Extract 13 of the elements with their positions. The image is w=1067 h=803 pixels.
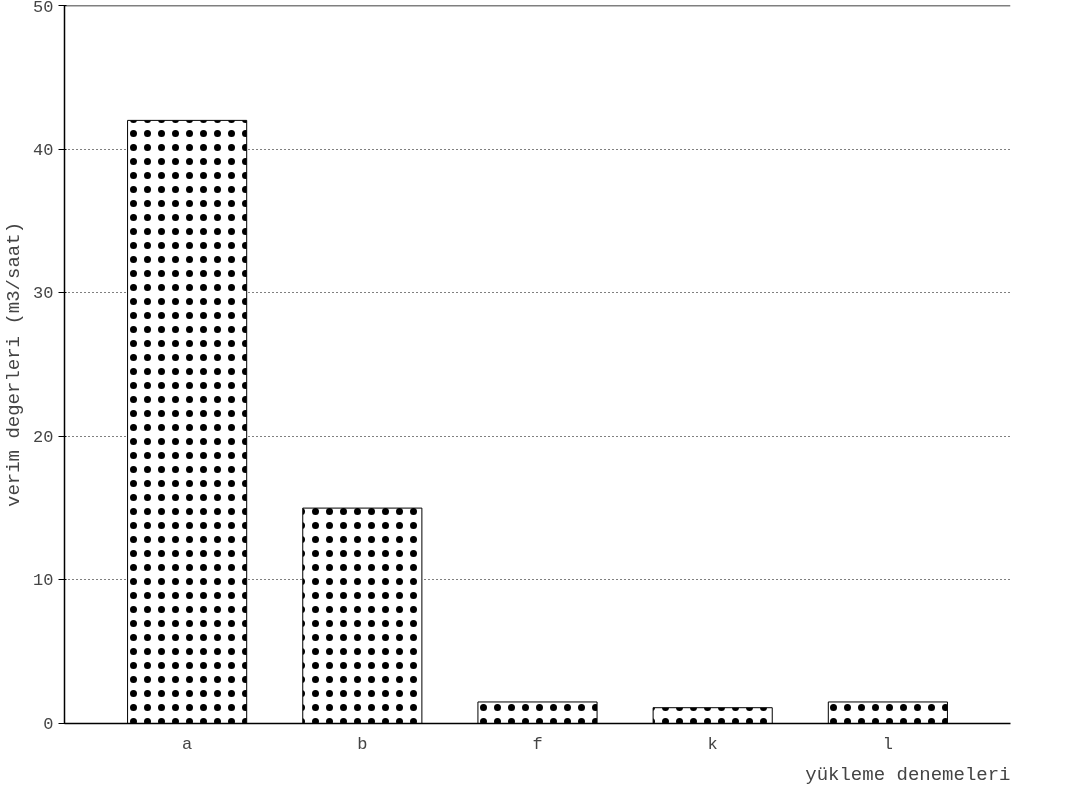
x-tick-label: l	[882, 734, 893, 754]
x-tick-label: a	[182, 734, 193, 754]
y-tick-label: 20	[33, 427, 54, 447]
y-tick-label: 0	[43, 715, 54, 734]
x-tick-label: b	[357, 734, 368, 754]
y-tick-label: 30	[33, 284, 54, 304]
y-tick-label: 50	[33, 0, 54, 17]
x-tick-label: k	[707, 734, 718, 754]
y-tick-label: 40	[33, 140, 54, 160]
y-axis-title: verim degerleri (m3/saat)	[3, 221, 26, 508]
y-tick-label: 10	[33, 571, 54, 591]
x-axis-title: yükleme denemeleri	[805, 763, 1011, 786]
x-tick-label: f	[532, 734, 543, 754]
